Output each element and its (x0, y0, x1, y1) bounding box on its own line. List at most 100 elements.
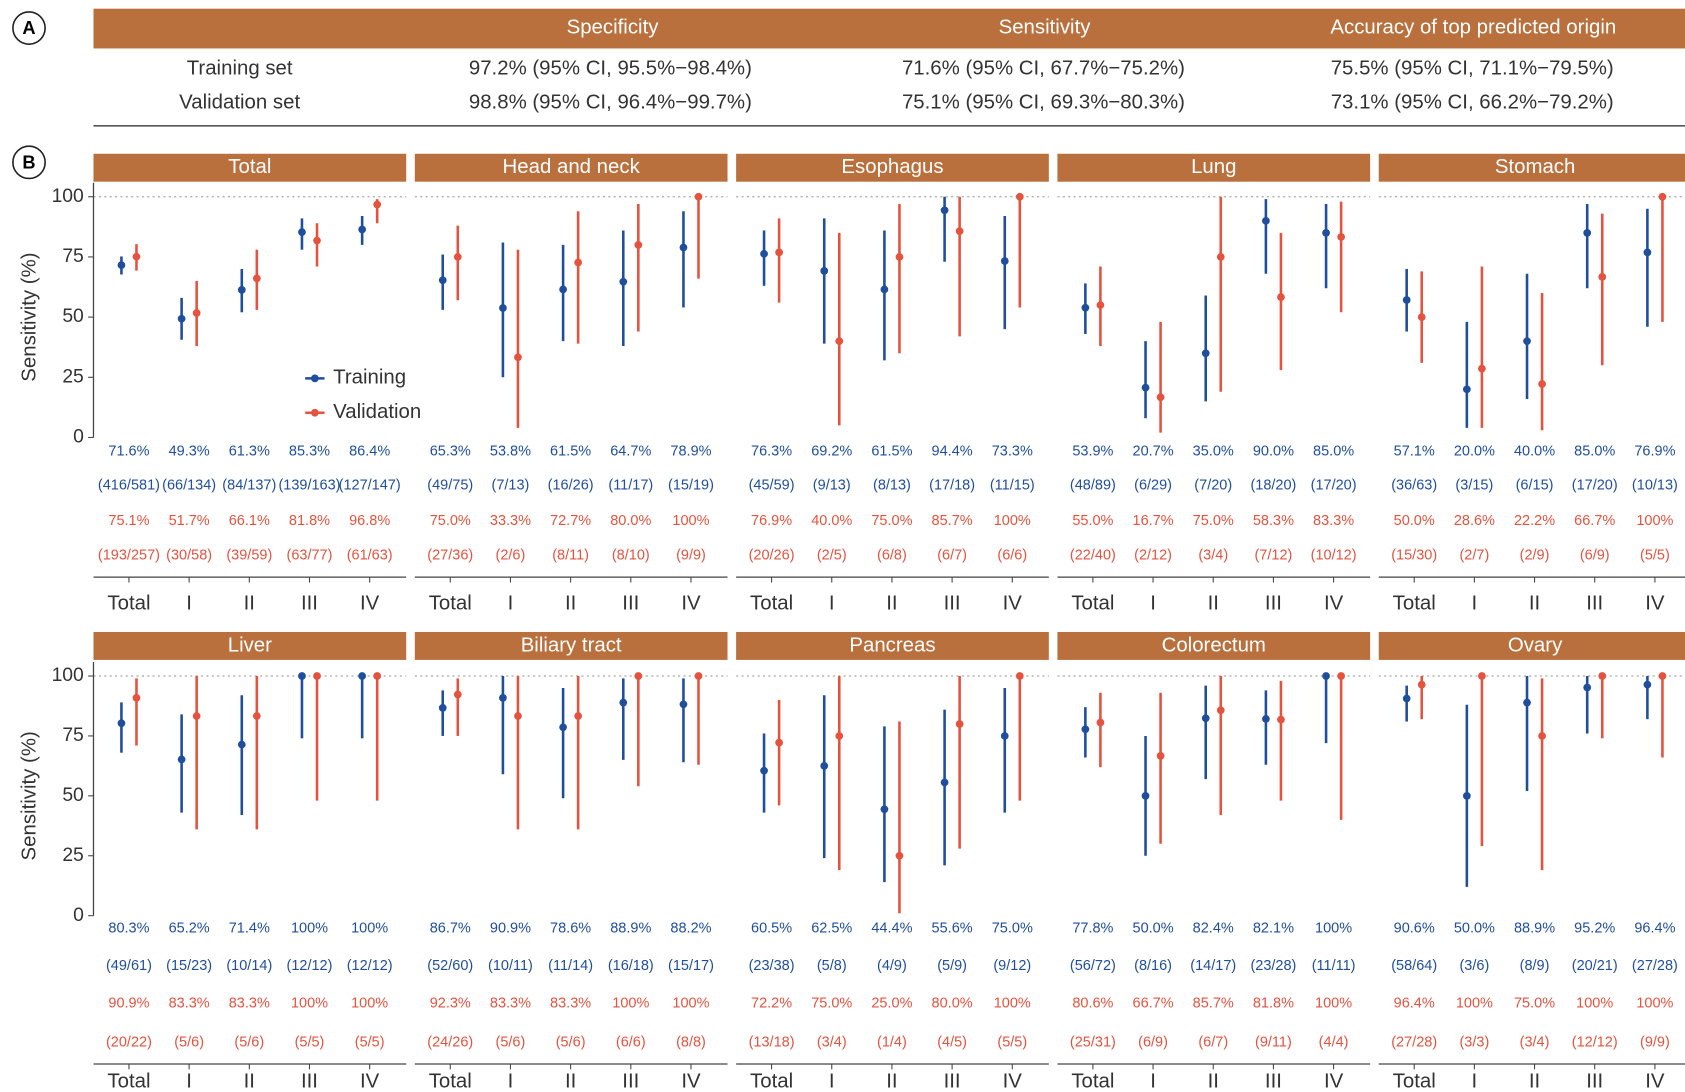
value-label: 90.9% (108, 996, 149, 1012)
count-label: (5/9) (937, 958, 967, 974)
x-tick-label: IV (1324, 1071, 1344, 1092)
point (1337, 672, 1345, 680)
point (820, 762, 829, 770)
value-label: 88.2% (670, 920, 711, 936)
count-label: (11/15) (990, 478, 1035, 494)
value-label: 77.8% (1072, 920, 1113, 936)
value-label: 28.6% (1454, 513, 1495, 529)
point (679, 243, 688, 252)
point (453, 690, 462, 699)
point (559, 285, 567, 294)
value-label: 76.9% (751, 513, 792, 529)
facet-title: Biliary tract (521, 634, 622, 656)
point (955, 720, 964, 728)
x-tick-label: II (244, 592, 255, 614)
value-label: 64.7% (610, 443, 651, 459)
point (760, 249, 768, 258)
point (1478, 672, 1486, 680)
x-tick-label: I (508, 1071, 514, 1092)
value-label: 81.8% (1253, 996, 1294, 1012)
count-label: (5/5) (1640, 547, 1670, 563)
legend-marker (310, 408, 319, 417)
value-label: 66.7% (1574, 513, 1615, 529)
facet-title: Colorectum (1162, 634, 1266, 656)
value-label: 80.0% (932, 996, 973, 1012)
value-label: 75.0% (430, 513, 471, 529)
point (1402, 296, 1411, 304)
count-label: (127/147) (339, 478, 401, 494)
table-header: Accuracy of top predicted origin (1330, 16, 1616, 38)
count-label: (20/21) (1572, 958, 1618, 974)
point (237, 740, 246, 749)
facet-header (414, 153, 728, 182)
count-label: (1/4) (877, 1034, 907, 1050)
value-label: 44.4% (871, 920, 912, 936)
value-label: 53.9% (1072, 443, 1113, 459)
count-label: (3/3) (1459, 1034, 1489, 1050)
point (1081, 303, 1090, 312)
count-label: (3/4) (817, 1034, 847, 1050)
value-label: 75.0% (1193, 513, 1234, 529)
value-label: 100% (1636, 996, 1673, 1012)
x-tick-label: II (1529, 592, 1540, 614)
value-label: 25.0% (871, 996, 912, 1012)
point (252, 274, 261, 283)
point (1462, 791, 1471, 800)
value-label: 57.1% (1394, 443, 1435, 459)
point (313, 236, 321, 245)
table-cell: 71.6% (95% CI, 67.7%−75.2%) (902, 57, 1185, 79)
value-label: 85.7% (932, 513, 973, 529)
y-tick-label: 25 (62, 365, 83, 387)
x-tick-label: II (565, 592, 576, 614)
value-label: 49.3% (169, 443, 210, 459)
value-label: 85.0% (1313, 443, 1354, 459)
count-label: (2/9) (1520, 547, 1550, 563)
count-label: (6/29) (1134, 478, 1172, 494)
value-label: 75.1% (108, 513, 149, 529)
point (1538, 380, 1546, 388)
count-label: (2/6) (496, 547, 526, 563)
x-tick-label: Total (1393, 592, 1436, 614)
point (1523, 337, 1531, 346)
value-label: 90.0% (1253, 443, 1294, 459)
count-label: (6/7) (1198, 1034, 1228, 1050)
facet-title: Pancreas (849, 634, 935, 656)
value-label: 78.6% (550, 920, 591, 936)
point (1417, 313, 1426, 321)
table-header-bar (93, 8, 1685, 49)
point (1262, 216, 1270, 225)
count-label: (10/13) (1632, 478, 1678, 494)
value-label: 76.9% (1634, 443, 1675, 459)
point (835, 732, 844, 740)
value-label: 96.4% (1634, 920, 1675, 936)
point (373, 672, 382, 680)
count-label: (5/6) (556, 1034, 586, 1050)
point (298, 672, 306, 680)
point (1141, 383, 1150, 392)
table-cell: 75.1% (95% CI, 69.3%−80.3%) (902, 92, 1185, 114)
point (499, 693, 507, 702)
value-label: 76.3% (751, 443, 792, 459)
facet-header (93, 153, 407, 182)
count-label: (3/6) (1459, 958, 1489, 974)
point (514, 353, 522, 362)
facet-header (736, 631, 1049, 660)
point (499, 304, 507, 312)
x-tick-label: III (1265, 1071, 1282, 1092)
count-label: (17/18) (929, 478, 975, 494)
point (358, 672, 367, 680)
point (1262, 715, 1270, 723)
x-tick-label: III (1586, 1071, 1603, 1092)
count-label: (12/12) (287, 958, 333, 974)
count-label: (49/61) (106, 958, 152, 974)
value-label: 60.5% (751, 920, 792, 936)
point (820, 267, 829, 275)
point (1658, 672, 1667, 680)
point (619, 698, 628, 707)
x-tick-label: IV (1645, 592, 1665, 614)
x-tick-label: I (1150, 592, 1156, 614)
x-tick-label: III (301, 592, 318, 614)
value-label: 88.9% (610, 920, 651, 936)
value-label: 20.7% (1133, 443, 1174, 459)
